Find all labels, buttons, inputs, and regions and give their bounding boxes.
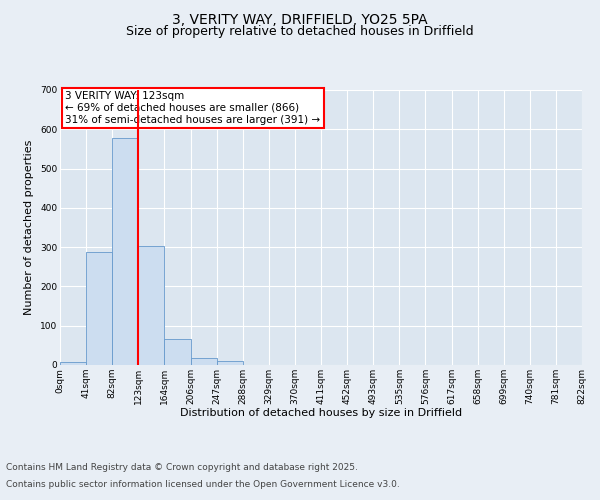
Bar bbox=[112, 138, 139, 365]
Bar bbox=[164, 340, 191, 365]
Text: Contains public sector information licensed under the Open Government Licence v3: Contains public sector information licen… bbox=[6, 480, 400, 489]
Bar bbox=[86, 252, 112, 365]
Y-axis label: Number of detached properties: Number of detached properties bbox=[25, 140, 34, 315]
Text: 3 VERITY WAY: 123sqm
← 69% of detached houses are smaller (866)
31% of semi-deta: 3 VERITY WAY: 123sqm ← 69% of detached h… bbox=[65, 92, 320, 124]
Bar bbox=[139, 246, 164, 365]
Text: 3, VERITY WAY, DRIFFIELD, YO25 5PA: 3, VERITY WAY, DRIFFIELD, YO25 5PA bbox=[172, 12, 428, 26]
Bar bbox=[60, 362, 86, 365]
Bar bbox=[217, 361, 243, 365]
Text: Distribution of detached houses by size in Driffield: Distribution of detached houses by size … bbox=[180, 408, 462, 418]
Bar bbox=[191, 358, 217, 365]
Text: Contains HM Land Registry data © Crown copyright and database right 2025.: Contains HM Land Registry data © Crown c… bbox=[6, 462, 358, 471]
Text: Size of property relative to detached houses in Driffield: Size of property relative to detached ho… bbox=[126, 25, 474, 38]
